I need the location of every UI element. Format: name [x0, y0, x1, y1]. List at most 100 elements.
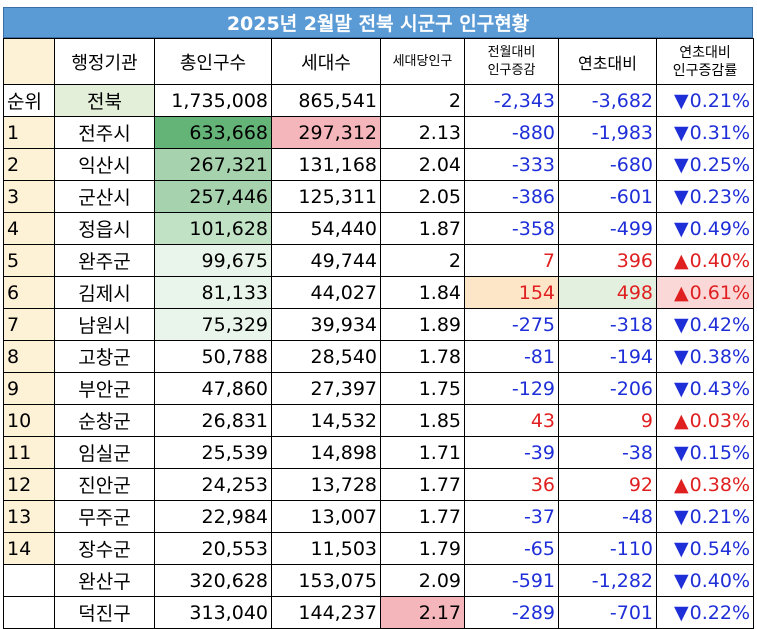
agency-cell[interactable]: 덕진구: [54, 596, 155, 629]
per-household-cell[interactable]: 1.84: [380, 276, 465, 309]
households-cell[interactable]: 27,397: [271, 372, 381, 405]
rank-cell[interactable]: 10: [3, 404, 55, 437]
ytd-rate-cell[interactable]: ▼0.23%: [656, 180, 754, 213]
ytd-change-cell[interactable]: -680: [558, 148, 657, 181]
ytd-rate-cell[interactable]: ▼0.54%: [656, 532, 754, 565]
per-household-cell[interactable]: 2.17: [380, 596, 465, 629]
ytd-change-cell[interactable]: -3,682: [558, 84, 657, 117]
population-cell[interactable]: 267,321: [154, 148, 272, 181]
per-household-cell[interactable]: 1.89: [380, 308, 465, 341]
per-household-cell[interactable]: 1.87: [380, 212, 465, 245]
households-cell[interactable]: 13,007: [271, 500, 381, 533]
population-cell[interactable]: 20,553: [154, 532, 272, 565]
population-cell[interactable]: 47,860: [154, 372, 272, 405]
agency-cell[interactable]: 임실군: [54, 436, 155, 469]
ytd-change-cell[interactable]: -318: [558, 308, 657, 341]
agency-cell[interactable]: 완산구: [54, 564, 155, 597]
per-household-cell[interactable]: 2: [380, 84, 465, 117]
ytd-change-cell[interactable]: -601: [558, 180, 657, 213]
mom-change-cell[interactable]: -37: [464, 500, 559, 533]
rank-cell[interactable]: 14: [3, 532, 55, 565]
agency-cell[interactable]: 전북: [54, 84, 155, 117]
mom-change-cell[interactable]: -275: [464, 308, 559, 341]
mom-change-cell[interactable]: -880: [464, 116, 559, 149]
per-household-cell[interactable]: 2: [380, 244, 465, 277]
ytd-rate-cell[interactable]: ▼0.21%: [656, 84, 754, 117]
households-cell[interactable]: 11,503: [271, 532, 381, 565]
agency-cell[interactable]: 익산시: [54, 148, 155, 181]
mom-change-cell[interactable]: -129: [464, 372, 559, 405]
ytd-rate-cell[interactable]: ▲0.38%: [656, 468, 754, 501]
ytd-change-cell[interactable]: -1,282: [558, 564, 657, 597]
rank-cell[interactable]: 3: [3, 180, 55, 213]
per-household-cell[interactable]: 1.85: [380, 404, 465, 437]
agency-cell[interactable]: 정읍시: [54, 212, 155, 245]
per-household-cell[interactable]: 1.75: [380, 372, 465, 405]
agency-cell[interactable]: 무주군: [54, 500, 155, 533]
agency-cell[interactable]: 전주시: [54, 116, 155, 149]
agency-cell[interactable]: 순창군: [54, 404, 155, 437]
population-cell[interactable]: 320,628: [154, 564, 272, 597]
rank-cell[interactable]: 1: [3, 116, 55, 149]
mom-change-cell[interactable]: -333: [464, 148, 559, 181]
per-household-cell[interactable]: 2.09: [380, 564, 465, 597]
population-cell[interactable]: 24,253: [154, 468, 272, 501]
mom-change-cell[interactable]: 154: [464, 276, 559, 309]
per-household-cell[interactable]: 1.79: [380, 532, 465, 565]
households-cell[interactable]: 14,898: [271, 436, 381, 469]
mom-change-cell[interactable]: 36: [464, 468, 559, 501]
population-cell[interactable]: 81,133: [154, 276, 272, 309]
agency-cell[interactable]: 부안군: [54, 372, 155, 405]
households-cell[interactable]: 54,440: [271, 212, 381, 245]
ytd-rate-cell[interactable]: ▼0.22%: [656, 596, 754, 629]
mom-change-cell[interactable]: -591: [464, 564, 559, 597]
ytd-rate-cell[interactable]: ▲0.61%: [656, 276, 754, 309]
mom-change-cell[interactable]: -289: [464, 596, 559, 629]
households-cell[interactable]: 297,312: [271, 116, 381, 149]
households-cell[interactable]: 44,027: [271, 276, 381, 309]
ytd-change-cell[interactable]: 92: [558, 468, 657, 501]
rank-cell[interactable]: 6: [3, 276, 55, 309]
rank-cell[interactable]: 11: [3, 436, 55, 469]
rank-cell[interactable]: 12: [3, 468, 55, 501]
population-cell[interactable]: 75,329: [154, 308, 272, 341]
agency-cell[interactable]: 장수군: [54, 532, 155, 565]
ytd-rate-cell[interactable]: ▼0.42%: [656, 308, 754, 341]
ytd-rate-cell[interactable]: ▼0.31%: [656, 116, 754, 149]
ytd-change-cell[interactable]: -499: [558, 212, 657, 245]
mom-change-cell[interactable]: -65: [464, 532, 559, 565]
population-cell[interactable]: 633,668: [154, 116, 272, 149]
agency-cell[interactable]: 고창군: [54, 340, 155, 373]
mom-change-cell[interactable]: -81: [464, 340, 559, 373]
ytd-change-cell[interactable]: 498: [558, 276, 657, 309]
ytd-change-cell[interactable]: -110: [558, 532, 657, 565]
ytd-change-cell[interactable]: -1,983: [558, 116, 657, 149]
population-cell[interactable]: 26,831: [154, 404, 272, 437]
ytd-rate-cell[interactable]: ▼0.43%: [656, 372, 754, 405]
population-cell[interactable]: 1,735,008: [154, 84, 272, 117]
ytd-change-cell[interactable]: -701: [558, 596, 657, 629]
per-household-cell[interactable]: 2.05: [380, 180, 465, 213]
per-household-cell[interactable]: 1.77: [380, 468, 465, 501]
rank-cell[interactable]: [3, 564, 55, 597]
per-household-cell[interactable]: 1.77: [380, 500, 465, 533]
agency-cell[interactable]: 남원시: [54, 308, 155, 341]
mom-change-cell[interactable]: 7: [464, 244, 559, 277]
rank-cell[interactable]: 순위: [3, 84, 55, 117]
per-household-cell[interactable]: 2.04: [380, 148, 465, 181]
rank-cell[interactable]: 7: [3, 308, 55, 341]
households-cell[interactable]: 39,934: [271, 308, 381, 341]
households-cell[interactable]: 49,744: [271, 244, 381, 277]
households-cell[interactable]: 865,541: [271, 84, 381, 117]
ytd-rate-cell[interactable]: ▼0.49%: [656, 212, 754, 245]
population-cell[interactable]: 257,446: [154, 180, 272, 213]
population-cell[interactable]: 313,040: [154, 596, 272, 629]
ytd-rate-cell[interactable]: ▲0.03%: [656, 404, 754, 437]
agency-cell[interactable]: 군산시: [54, 180, 155, 213]
mom-change-cell[interactable]: -386: [464, 180, 559, 213]
ytd-rate-cell[interactable]: ▼0.15%: [656, 436, 754, 469]
rank-cell[interactable]: 5: [3, 244, 55, 277]
rank-cell[interactable]: 4: [3, 212, 55, 245]
households-cell[interactable]: 153,075: [271, 564, 381, 597]
rank-cell[interactable]: [3, 596, 55, 629]
